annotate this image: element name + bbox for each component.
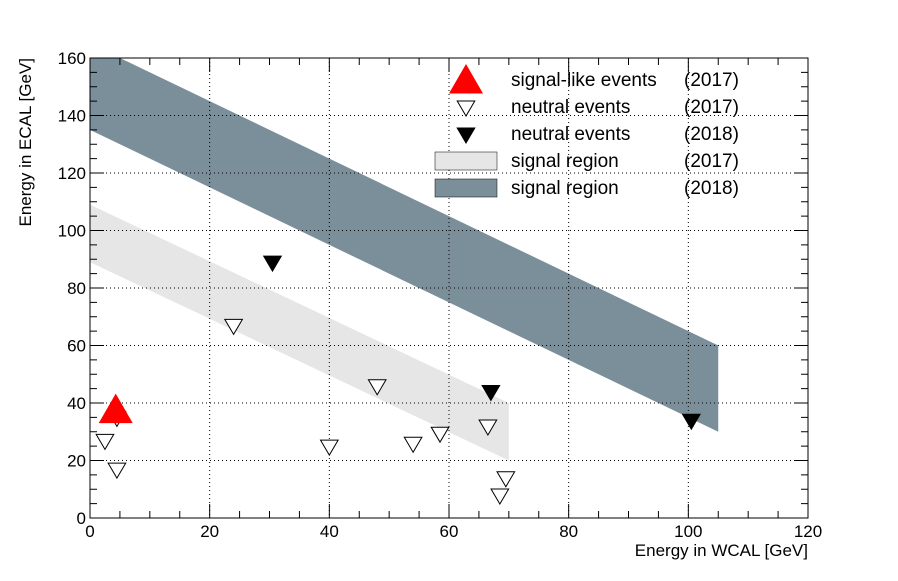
y-axis-title: Energy in ECAL [GeV] (16, 58, 35, 227)
y-tick-label: 100 (58, 222, 86, 241)
point-1 (496, 471, 516, 488)
x-axis-title: Energy in WCAL [GeV] (635, 541, 808, 560)
legend-label-0: signal-like events (511, 70, 657, 91)
point-0 (98, 393, 133, 424)
point-1 (223, 318, 244, 336)
point-2 (262, 255, 283, 273)
x-tick-label: 120 (794, 522, 822, 541)
x-tick-label: 80 (559, 522, 578, 541)
y-tick-label: 120 (58, 164, 86, 183)
x-tick-label: 40 (320, 522, 339, 541)
x-tick-label: 0 (85, 522, 94, 541)
y-tick-label: 40 (67, 394, 86, 413)
legend-swatch-4 (434, 178, 498, 198)
legend-year-1: (2017) (684, 97, 739, 118)
legend-year-3: (2017) (684, 151, 739, 172)
legend-marker-1 (456, 100, 476, 117)
point-1 (403, 436, 423, 454)
legend-swatch-3 (434, 151, 498, 171)
legend-year-4: (2018) (684, 178, 739, 199)
legend-label-2: neutral events (511, 124, 630, 145)
legend-label-3: signal region (511, 151, 619, 172)
point-1 (107, 462, 127, 480)
x-tick-label: 20 (200, 522, 219, 541)
y-tick-label: 0 (77, 509, 86, 528)
point-2 (481, 385, 501, 402)
y-tick-label: 80 (67, 279, 86, 298)
y-tick-label: 160 (58, 49, 86, 68)
y-tick-label: 140 (58, 107, 86, 126)
signal-region-band-0 (90, 204, 509, 461)
point-2 (681, 413, 701, 431)
point-1 (319, 439, 340, 457)
x-tick-label: 60 (440, 522, 459, 541)
legend-marker-2 (456, 127, 476, 144)
data-points (95, 255, 701, 505)
point-1 (367, 379, 387, 396)
signal-regions (90, 58, 719, 461)
legend-label-1: neutral events (511, 97, 630, 118)
point-1 (95, 433, 115, 451)
y-tick-label: 20 (67, 452, 86, 471)
point-1 (478, 419, 498, 436)
grid (90, 58, 808, 518)
point-1 (430, 426, 450, 444)
legend-year-0: (2017) (684, 70, 739, 91)
legend-label-4: signal region (511, 178, 619, 199)
x-tick-label: 100 (674, 522, 702, 541)
y-tick-label: 60 (67, 337, 86, 356)
legend: signal-like events (2017) neutral events (2… (434, 63, 739, 199)
point-1 (490, 488, 510, 505)
legend-marker-0 (448, 63, 484, 94)
legend-year-2: (2018) (684, 124, 739, 145)
signal-region-band-1 (90, 58, 719, 432)
axis-ticks: 0 20 40 60 80 100 120 0 20 40 60 80 100 120 140 160 (58, 49, 823, 541)
